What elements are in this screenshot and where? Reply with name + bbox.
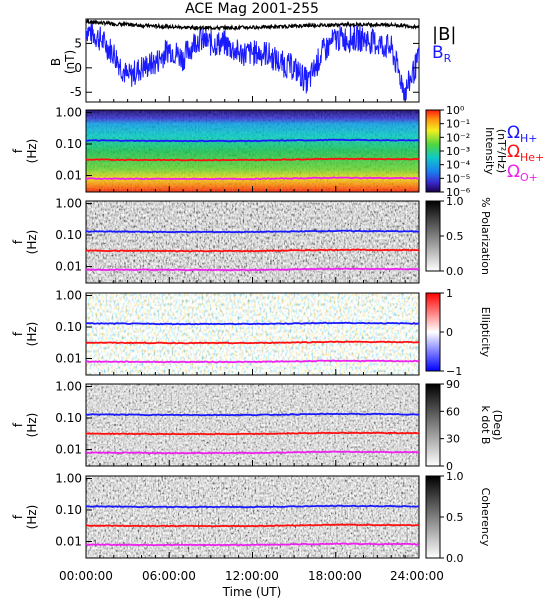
legend-btotal: |B| bbox=[432, 24, 456, 45]
f-ylabel-unit-3: (Hz) bbox=[25, 413, 39, 438]
f-ylabel-3: f bbox=[11, 422, 25, 427]
gyro-line-1-0 bbox=[86, 231, 419, 233]
b-field-panel: 50-5 B (nT) |B| BR bbox=[49, 19, 456, 102]
f-tick-label-1-1: 0.10 bbox=[55, 228, 82, 242]
f-ylabel-1: f bbox=[11, 239, 25, 244]
colorbar-kdotb bbox=[426, 384, 440, 466]
f-tick-label-1-0: 1.00 bbox=[55, 196, 82, 210]
cb-label-0: Intensity bbox=[483, 127, 496, 175]
cb-tick-label-0-0: 10⁰ bbox=[446, 104, 465, 117]
time-axis: 00:00:00 06:00:00 12:00:00 18:00:00 24:0… bbox=[59, 569, 444, 599]
f-tick-label-1-2: 0.01 bbox=[55, 260, 82, 274]
colorbar-intensity bbox=[426, 110, 440, 192]
cb-tick-label-0-1: 10⁻¹ bbox=[446, 118, 470, 131]
ion-label-o: ΩO+ bbox=[507, 162, 538, 184]
f-ylabel-unit-4: (Hz) bbox=[25, 505, 39, 530]
f-tick-label-3-0: 1.00 bbox=[55, 379, 82, 393]
cb-label-1: % Polarization bbox=[479, 197, 492, 275]
ion-label-he: ΩHe+ bbox=[507, 142, 544, 164]
f-tick-label-3-1: 0.10 bbox=[55, 411, 82, 425]
x-tick-label-0: 00:00:00 bbox=[59, 569, 113, 583]
b-ylabel-unit: (nT) bbox=[63, 50, 77, 74]
f-tick-label-0-1: 0.10 bbox=[55, 137, 82, 151]
cb-tick-label-0-5: 10⁻⁵ bbox=[446, 172, 470, 185]
cb-tick-label-1-1: 0.5 bbox=[446, 230, 464, 243]
f-ylabel-4: f bbox=[11, 514, 25, 519]
cb-tick-label-2-2: −1 bbox=[446, 365, 462, 378]
cb-tick-label-2-0: 1 bbox=[446, 287, 453, 300]
cb-tick-label-3-2: 30 bbox=[446, 433, 460, 446]
colorbar-ellipticity bbox=[426, 293, 440, 371]
b-ylabel: B bbox=[49, 58, 63, 66]
ion-labels: ΩH+ ΩHe+ ΩO+ bbox=[507, 123, 544, 184]
colorbar-coherency bbox=[426, 476, 440, 558]
cb-tick-label-3-0: 90 bbox=[446, 378, 460, 391]
f-ylabel-unit-2: (Hz) bbox=[25, 322, 39, 347]
cb-tick-label-3-1: 60 bbox=[446, 405, 460, 418]
x-tick-label-4: 24:00:00 bbox=[390, 569, 444, 583]
colorbar-polarization bbox=[426, 201, 440, 271]
f-ylabel-unit-0: (Hz) bbox=[25, 139, 39, 164]
cb-tick-label-2-1: 0 bbox=[446, 326, 453, 339]
cb-tick-label-0-4: 10⁻⁴ bbox=[446, 159, 471, 172]
figure-title: ACE Mag 2001-255 bbox=[185, 1, 319, 17]
f-ylabel-0: f bbox=[11, 148, 25, 153]
cb-label-2: Ellipticity bbox=[479, 307, 492, 358]
cb-tick-label-1-2: 0.0 bbox=[446, 265, 464, 278]
cb-tick-label-4-0: 1.0 bbox=[446, 470, 464, 483]
b-field-frame bbox=[86, 19, 419, 102]
f-tick-label-2-0: 1.00 bbox=[55, 288, 82, 302]
f-tick-label-4-0: 1.00 bbox=[55, 471, 82, 485]
cb-tick-label-1-0: 1.0 bbox=[446, 195, 464, 208]
f-tick-label-4-1: 0.10 bbox=[55, 503, 82, 517]
legend-br: BR bbox=[432, 43, 452, 65]
x-tick-label-2: 12:00:00 bbox=[225, 569, 279, 583]
f-tick-label-3-2: 0.01 bbox=[55, 443, 82, 457]
f-tick-label-2-1: 0.10 bbox=[55, 320, 82, 334]
f-ylabel-2: f bbox=[11, 331, 25, 336]
cb-tick-label-4-1: 0.5 bbox=[446, 511, 464, 524]
f-tick-label-0-2: 0.01 bbox=[55, 169, 82, 183]
cb-tick-label-0-3: 10⁻³ bbox=[446, 145, 470, 158]
cb-unit-3: (Deg) bbox=[491, 410, 504, 441]
cb-label-4: Coherency bbox=[479, 488, 492, 547]
f-ylabel-unit-1: (Hz) bbox=[25, 230, 39, 255]
b-ytick-label-2: -5 bbox=[70, 85, 82, 99]
x-axis-title: Time (UT) bbox=[222, 585, 282, 599]
x-tick-label-1: 06:00:00 bbox=[142, 569, 196, 583]
f-tick-label-2-2: 0.01 bbox=[55, 352, 82, 366]
f-tick-label-0-0: 1.00 bbox=[55, 105, 82, 119]
cb-label-3: k dot B bbox=[479, 406, 492, 445]
cb-tick-label-0-2: 10⁻² bbox=[446, 131, 470, 144]
f-tick-label-4-2: 0.01 bbox=[55, 535, 82, 549]
x-tick-label-3: 18:00:00 bbox=[308, 569, 362, 583]
cb-tick-label-4-2: 0.0 bbox=[446, 552, 464, 565]
b-ytick-label-0: 5 bbox=[74, 36, 82, 50]
